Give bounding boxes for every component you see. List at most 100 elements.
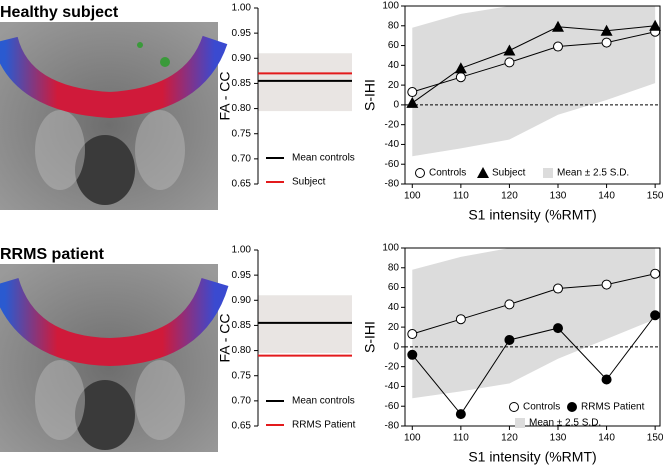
legend-swatch [567, 402, 577, 412]
y-tick-label: 0 [393, 100, 399, 111]
x-tick-label: 150 [647, 191, 664, 202]
y-axis-label: S-IHI [362, 321, 378, 353]
y-tick-label: 100 [382, 1, 399, 12]
series-line [412, 31, 656, 93]
marker [407, 87, 418, 98]
frame [404, 5, 661, 185]
y-tick-label: 40 [388, 302, 400, 313]
sd-band [258, 295, 352, 354]
marker [504, 334, 515, 345]
marker [649, 19, 662, 31]
marker [552, 20, 564, 32]
y-tick-label: 0.70 [232, 153, 252, 164]
legend-label: RRMS Patient [292, 420, 356, 431]
marker [600, 24, 613, 36]
y-tick-label: 0.80 [232, 103, 252, 114]
y-tick-label: -60 [385, 159, 400, 170]
y-tick-label: 60 [388, 40, 400, 51]
legend-label: Subject [492, 168, 526, 179]
legend-swatch [509, 402, 519, 412]
row-title: RRMS patient [0, 246, 105, 263]
y-tick-label: -80 [385, 179, 400, 190]
y-axis-label: S-IHI [362, 79, 378, 111]
brain-image [0, 22, 228, 210]
marker [601, 374, 612, 385]
legend-swatch [543, 168, 553, 178]
y-tick-label: 60 [388, 282, 400, 293]
legend-label: Subject [292, 177, 326, 188]
y-tick-label: -80 [385, 421, 400, 432]
y-tick-label: 80 [388, 20, 400, 31]
y-tick-label: -20 [385, 361, 400, 372]
marker [455, 72, 466, 83]
row-title: Healthy subject [0, 4, 119, 21]
y-tick-label: 0.65 [232, 421, 252, 432]
series-line [411, 25, 656, 104]
x-tick-label: 100 [404, 191, 421, 202]
brain-image [0, 264, 229, 452]
marker [455, 314, 466, 325]
x-tick-label: 120 [501, 433, 518, 444]
frame [404, 247, 661, 427]
y-tick-label: 1.00 [232, 245, 252, 256]
x-axis-label: S1 intensity (%RMT) [468, 449, 596, 465]
y-tick-label: 100 [382, 243, 399, 254]
y-tick-label: 0.75 [232, 128, 252, 139]
marker [504, 57, 515, 68]
x-tick-label: 140 [598, 191, 615, 202]
y-tick-label: -40 [385, 381, 400, 392]
x-tick-label: 130 [550, 191, 567, 202]
x-tick-label: 140 [598, 433, 615, 444]
legend-label: Controls [523, 402, 560, 413]
y-tick-label: 80 [388, 262, 400, 273]
y-tick-label: 0.90 [232, 295, 252, 306]
marker [455, 409, 466, 420]
y-tick-label: 40 [388, 60, 400, 71]
marker [553, 41, 563, 52]
y-tick-label: -20 [385, 119, 400, 130]
legend-swatch [477, 167, 489, 178]
y-tick-label: 0.75 [232, 370, 252, 381]
y-tick-label: 0.95 [232, 270, 252, 281]
legend-label: RRMS Patient [581, 402, 645, 413]
marker [503, 44, 516, 56]
marker [553, 323, 563, 334]
series-line [411, 314, 656, 415]
marker [650, 310, 661, 321]
y-axis-label: FA - CC [217, 71, 233, 120]
x-tick-label: 150 [647, 433, 664, 444]
legend-swatch [415, 168, 425, 178]
legend-label: Mean controls [292, 153, 355, 164]
x-tick-label: 120 [501, 191, 518, 202]
y-tick-label: 0.70 [232, 395, 252, 406]
marker [407, 349, 418, 360]
y-tick-label: 0 [393, 342, 399, 353]
marker [553, 283, 563, 294]
marker [454, 62, 467, 74]
y-tick-label: 20 [388, 322, 400, 333]
y-tick-label: 0.85 [232, 78, 252, 89]
legend-label: Mean ± 2.5 S.D. [529, 418, 601, 429]
marker [601, 279, 612, 290]
marker [504, 299, 515, 310]
legend-label: Mean ± 2.5 S.D. [557, 168, 629, 179]
y-tick-label: 0.85 [232, 320, 252, 331]
series-line [412, 273, 656, 335]
x-tick-label: 110 [453, 433, 469, 444]
marker [601, 37, 612, 48]
legend-label: Controls [429, 168, 466, 179]
y-tick-label: 0.90 [232, 53, 252, 64]
y-tick-label: 1.00 [232, 3, 252, 14]
legend-swatch [515, 418, 525, 428]
marker [407, 329, 418, 340]
y-tick-label: 20 [388, 80, 400, 91]
y-tick-label: 0.65 [232, 179, 252, 190]
x-axis-label: S1 intensity (%RMT) [468, 207, 596, 223]
y-tick-label: 0.95 [232, 28, 252, 39]
y-tick-label: -40 [385, 139, 400, 150]
x-tick-label: 110 [453, 191, 469, 202]
legend-label: Mean controls [292, 396, 355, 407]
sd-band [258, 53, 352, 112]
x-tick-label: 100 [404, 433, 421, 444]
